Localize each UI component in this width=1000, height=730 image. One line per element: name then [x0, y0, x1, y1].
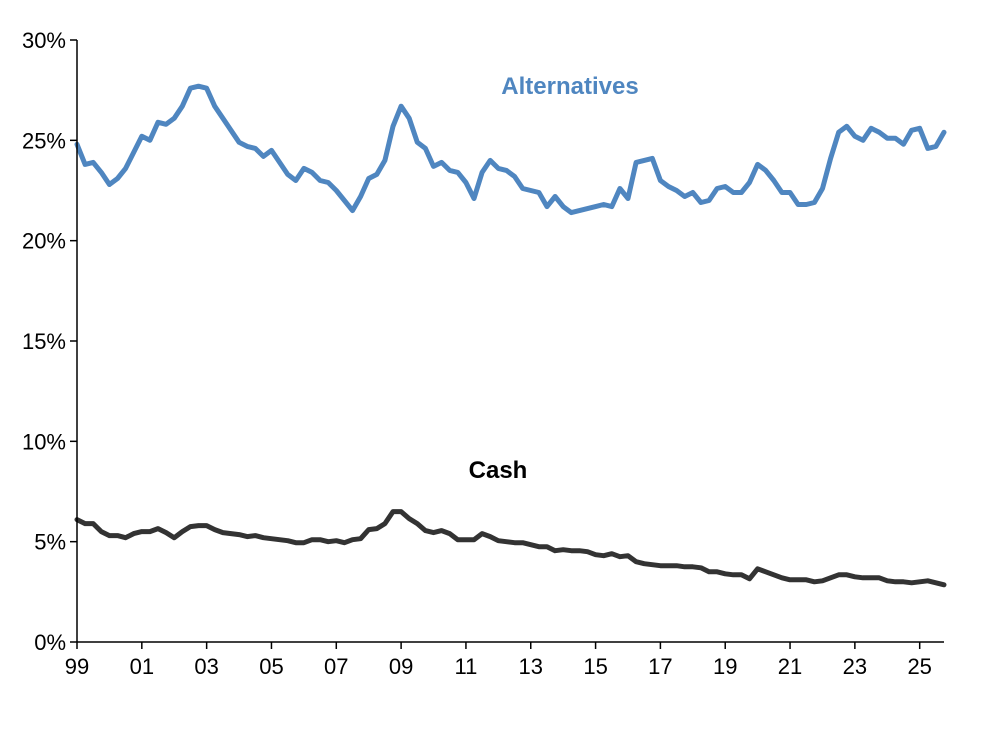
- series-label-alternatives: Alternatives: [501, 73, 638, 100]
- x-tick-label: 09: [389, 654, 413, 679]
- series-labels: Alternatives Cash: [469, 73, 639, 484]
- y-tick-label: 5%: [34, 530, 66, 555]
- x-tick-label: 13: [519, 654, 543, 679]
- x-tick-label: 21: [778, 654, 802, 679]
- series-label-cash: Cash: [469, 457, 528, 484]
- x-tick-label: 01: [130, 654, 154, 679]
- x-tick-label: 07: [324, 654, 348, 679]
- y-tick-label: 30%: [22, 28, 66, 53]
- x-tick-label: 15: [583, 654, 607, 679]
- x-axis-ticks: 99 01 03 05 07 09 11 13 15 17 19 21 23 25: [65, 642, 932, 679]
- x-tick-label: 23: [843, 654, 867, 679]
- x-tick-label: 05: [259, 654, 283, 679]
- x-tick-label: 17: [648, 654, 672, 679]
- x-tick-label: 99: [65, 654, 89, 679]
- y-tick-label: 15%: [22, 329, 66, 354]
- x-tick-label: 03: [194, 654, 218, 679]
- x-tick-label: 11: [455, 654, 478, 679]
- y-tick-label: 20%: [22, 229, 66, 254]
- series-line-alternatives: [74, 83, 947, 216]
- series-line-cash: [74, 509, 947, 588]
- x-tick-label: 25: [907, 654, 931, 679]
- y-axis-ticks: 0% 5% 10% 15% 20% 25% 30%: [22, 28, 77, 655]
- x-tick-label: 19: [713, 654, 737, 679]
- y-tick-label: 10%: [22, 429, 66, 454]
- y-tick-label: 0%: [34, 630, 66, 655]
- series-layer: [74, 83, 947, 588]
- y-tick-label: 25%: [22, 128, 66, 153]
- axes: 0% 5% 10% 15% 20% 25% 30% 99 01 03 05 07 09 11 13 15 17…: [22, 28, 944, 679]
